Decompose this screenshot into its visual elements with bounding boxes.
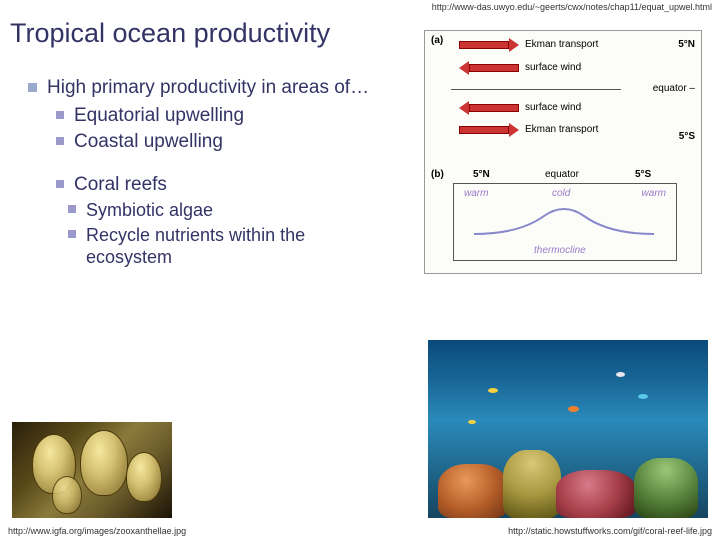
bullet-sub3-text: Coral reefs (74, 173, 167, 197)
bullet-sub1-text: Equatorial upwelling (74, 104, 244, 128)
bullet-sub1: Equatorial upwelling (56, 104, 388, 128)
equator-label: equator – (653, 83, 695, 94)
arrow-left-icon (459, 101, 469, 115)
wind-label: surface wind (525, 62, 581, 73)
arrow-shaft (469, 104, 519, 112)
lat-label: 5°S (679, 131, 695, 142)
thermocline-curve (474, 196, 654, 246)
arrow-shaft (469, 64, 519, 72)
bullet-sub2: Coastal upwelling (56, 130, 388, 154)
arrow-right-icon (509, 38, 519, 52)
bullet-main-text: High primary productivity in areas of… (47, 76, 369, 100)
bullet-sub3: Coral reefs (56, 173, 388, 197)
bullet-square-icon (68, 205, 76, 213)
bullet-list: High primary productivity in areas of… E… (28, 76, 388, 271)
bullet-square-icon (56, 180, 64, 188)
equator-line (451, 89, 621, 90)
panel-b-box: warm cold warm thermocline (453, 183, 677, 261)
ekman-label: Ekman transport (525, 124, 598, 135)
panel-a-label: (a) (431, 35, 443, 46)
ekman-diagram: (a) Ekman transport 5°N surface wind equ… (424, 30, 702, 274)
bullet-square-icon (56, 137, 64, 145)
xlabel-5n: 5°N (473, 169, 490, 180)
panel-b-label: (b) (431, 169, 444, 180)
arrow-left-icon (459, 61, 469, 75)
coral-reef-image (428, 340, 708, 518)
bullet-sub3a-text: Symbiotic algae (86, 199, 213, 222)
bullet-sub3a: Symbiotic algae (68, 199, 388, 222)
slide-title: Tropical ocean productivity (10, 18, 330, 49)
ekman-label: Ekman transport (525, 39, 598, 50)
bullet-square-icon (68, 230, 76, 238)
arrow-right-icon (509, 123, 519, 137)
lat-label: 5°N (678, 39, 695, 50)
arrow-shaft (459, 41, 509, 49)
bullet-sub3b-text: Recycle nutrients within the ecosystem (86, 224, 388, 269)
bullet-sub2-text: Coastal upwelling (74, 130, 223, 154)
bullet-main: High primary productivity in areas of… (28, 76, 388, 100)
zooxanthellae-image (12, 422, 172, 518)
xlabel-eq: equator (545, 169, 579, 180)
xlabel-5s: 5°S (635, 169, 651, 180)
bullet-sub3b: Recycle nutrients within the ecosystem (68, 224, 388, 269)
url-bottom-right: http://static.howstuffworks.com/gif/cora… (508, 526, 712, 536)
arrow-shaft (459, 126, 509, 134)
bullet-square-icon (56, 111, 64, 119)
wind-label: surface wind (525, 102, 581, 113)
bullet-square-icon (28, 83, 37, 92)
url-bottom-left: http://www.igfa.org/images/zooxanthellae… (8, 526, 186, 536)
thermocline-label: thermocline (534, 245, 586, 256)
url-top: http://www-das.uwyo.edu/~geerts/cwx/note… (432, 2, 712, 12)
